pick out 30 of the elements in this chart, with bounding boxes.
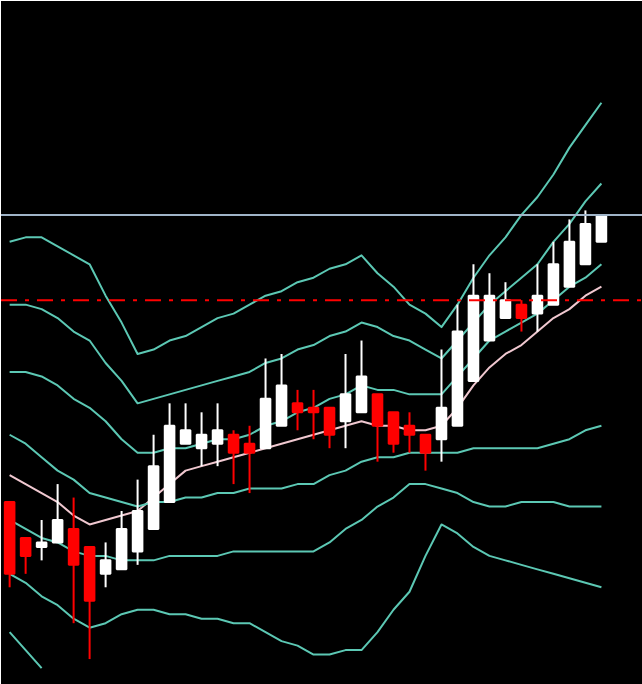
candlestick (227, 429, 240, 486)
candlestick (211, 402, 224, 468)
candlestick (531, 263, 544, 333)
candlestick (435, 348, 448, 463)
candlestick (323, 406, 336, 450)
candlestick (115, 510, 128, 571)
candlestick (99, 541, 112, 589)
candlestick (483, 272, 496, 342)
candlestick (563, 218, 576, 288)
candlestick (595, 213, 608, 243)
candlestick (403, 411, 416, 454)
candlestick (275, 352, 288, 427)
candlestick (19, 536, 32, 575)
candlestick (419, 433, 432, 472)
candlestick (291, 388, 304, 432)
candlestick (387, 411, 400, 454)
candlestick (307, 388, 320, 441)
candlestick (179, 402, 192, 445)
candlestick (355, 339, 368, 414)
candlestick (547, 240, 560, 306)
candlestick (579, 209, 592, 266)
candlestick (51, 483, 64, 544)
candlestick (371, 393, 384, 463)
candlestick (131, 478, 144, 566)
candlestick (339, 352, 352, 450)
candlestick (243, 424, 256, 495)
candlestick (195, 411, 208, 468)
candlestick (35, 518, 48, 562)
candlestick (499, 281, 512, 320)
candlestick (67, 496, 80, 625)
